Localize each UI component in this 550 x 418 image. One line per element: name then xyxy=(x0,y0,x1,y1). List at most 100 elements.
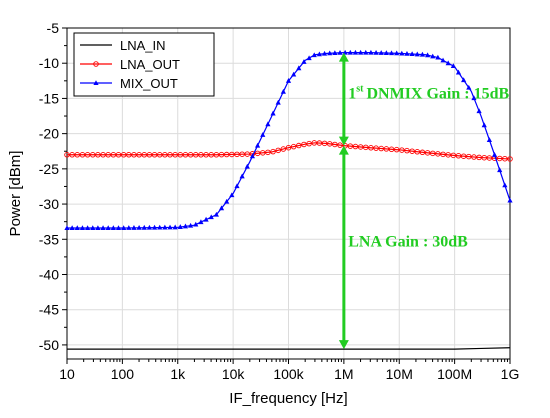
legend-item-lna-in: LNA_IN xyxy=(80,38,166,53)
arrow-head-down xyxy=(338,136,349,146)
triangle-marker xyxy=(110,225,116,231)
circle-marker xyxy=(126,152,132,158)
series-lna-in xyxy=(67,347,511,350)
circle-marker xyxy=(440,151,446,158)
circle-marker xyxy=(311,140,318,146)
circle-marker xyxy=(280,146,287,152)
series-mix-out xyxy=(64,49,513,231)
x-tick-label: 100 xyxy=(111,366,135,382)
circle-marker xyxy=(285,144,292,151)
triangle-marker xyxy=(188,222,194,228)
triangle-marker xyxy=(430,53,436,59)
circle-marker xyxy=(450,152,457,159)
circle-marker xyxy=(120,152,127,158)
circle-marker xyxy=(347,143,354,149)
circle-marker xyxy=(198,152,204,158)
triangle-marker xyxy=(249,153,256,159)
y-axis-title: Power [dBm] xyxy=(7,151,24,237)
circle-marker xyxy=(301,141,307,148)
circle-marker xyxy=(481,154,487,161)
triangle-marker xyxy=(409,51,415,57)
triangle-marker xyxy=(424,52,431,58)
arrow-head-up xyxy=(338,145,349,155)
circle-marker xyxy=(321,140,328,147)
y-tick-label: -50 xyxy=(39,337,59,353)
y-tick-label: -25 xyxy=(39,161,59,177)
triangle-marker xyxy=(239,173,245,179)
series-layer xyxy=(64,49,513,350)
circle-marker xyxy=(409,148,415,154)
triangle-marker xyxy=(486,137,492,142)
circle-marker xyxy=(414,149,421,155)
circle-marker xyxy=(306,140,312,147)
triangle-marker xyxy=(64,225,70,231)
circle-marker xyxy=(223,151,230,158)
triangle-marker xyxy=(131,225,137,230)
triangle-marker xyxy=(291,71,297,77)
triangle-marker xyxy=(198,219,204,225)
circle-marker xyxy=(141,152,148,158)
x-tick-label: 1G xyxy=(501,366,520,382)
circle-marker xyxy=(404,147,410,154)
triangle-marker xyxy=(218,205,225,211)
gain-arrow-1 xyxy=(338,52,349,146)
circle-marker xyxy=(316,140,323,146)
triangle-marker xyxy=(481,122,487,128)
x-tick-label: 10 xyxy=(59,366,75,382)
circle-marker xyxy=(105,152,111,158)
triangle-marker xyxy=(419,51,426,57)
circle-marker xyxy=(455,153,462,159)
x-tick-label: 1k xyxy=(170,366,186,382)
circle-marker xyxy=(213,152,220,158)
legend-item-lna-out: LNA_OUT xyxy=(80,57,180,72)
triangle-marker xyxy=(455,69,462,75)
x-tick-label: 100M xyxy=(437,366,472,382)
x-axis-title: IF_frequency [Hz] xyxy=(229,390,347,407)
triangle-marker xyxy=(491,152,498,157)
x-tick-label: 10k xyxy=(222,366,246,382)
triangle-marker xyxy=(285,78,292,83)
circle-marker xyxy=(203,152,209,158)
triangle-marker xyxy=(275,99,281,105)
legend-item-mix-out: MIX_OUT xyxy=(80,76,178,91)
circle-marker xyxy=(64,152,70,158)
triangle-marker xyxy=(440,57,446,63)
triangle-marker xyxy=(141,224,147,230)
triangle-marker xyxy=(244,163,250,169)
triangle-marker xyxy=(93,80,99,85)
legend-label: LNA_OUT xyxy=(120,57,180,72)
triangle-marker xyxy=(100,225,106,231)
circle-marker xyxy=(218,151,225,158)
circle-marker xyxy=(486,155,493,161)
circle-marker xyxy=(368,145,374,151)
circle-marker xyxy=(110,152,117,158)
triangle-marker xyxy=(450,63,456,69)
circle-marker xyxy=(93,61,99,67)
triangle-marker xyxy=(229,192,235,198)
circle-marker xyxy=(265,149,271,156)
triangle-marker xyxy=(74,225,80,231)
triangle-marker xyxy=(254,142,261,148)
triangle-marker xyxy=(270,110,276,116)
circle-marker xyxy=(275,147,281,154)
series-line-lna-in xyxy=(67,347,511,350)
triangle-marker xyxy=(337,50,343,55)
arrow-layer xyxy=(338,52,349,350)
triangle-marker xyxy=(363,49,369,55)
circle-marker xyxy=(229,151,235,158)
triangle-marker xyxy=(327,50,333,56)
triangle-marker xyxy=(280,88,286,94)
circle-marker xyxy=(167,152,173,158)
circle-marker xyxy=(363,144,369,151)
triangle-marker xyxy=(352,49,359,55)
triangle-marker xyxy=(404,50,410,56)
triangle-marker xyxy=(301,59,307,64)
triangle-marker xyxy=(383,50,389,56)
circle-marker xyxy=(115,152,122,158)
circle-marker xyxy=(244,151,251,157)
circle-marker xyxy=(193,152,199,158)
y-tick-label: -35 xyxy=(39,231,59,247)
circle-marker xyxy=(476,154,482,161)
circle-marker xyxy=(435,151,441,157)
